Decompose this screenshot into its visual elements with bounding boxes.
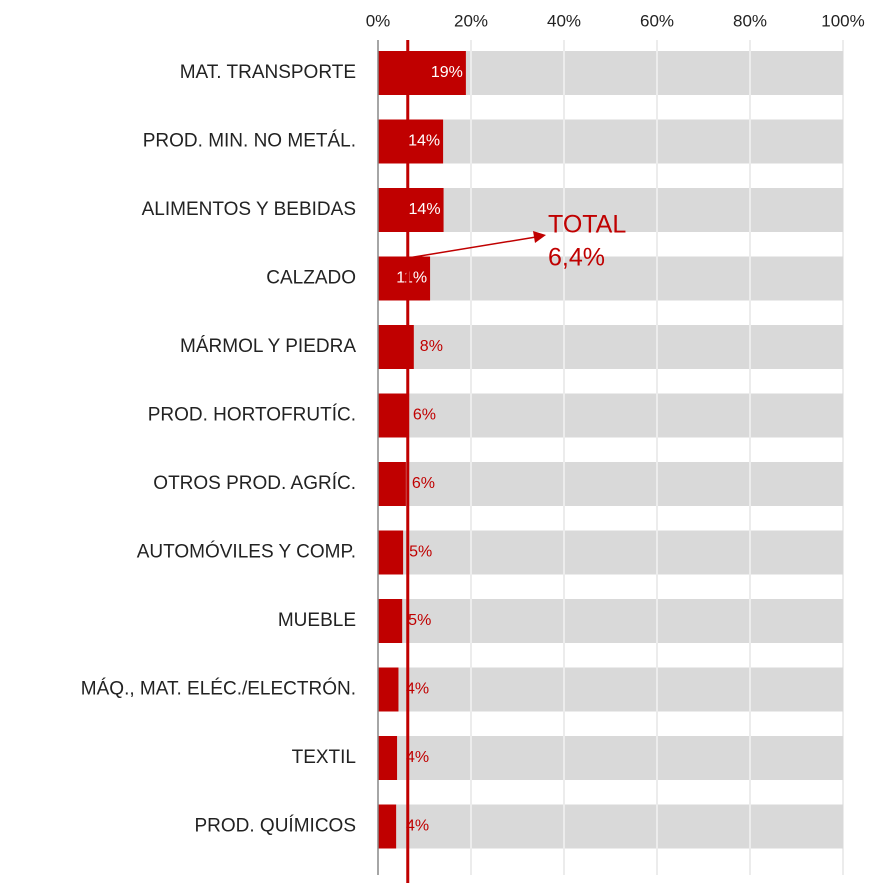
bar [378,188,444,232]
background-bar [378,599,843,643]
data-label: 5% [408,612,431,629]
bar [378,667,399,712]
category-label: AUTOMÓVILES Y COMP. [137,541,356,563]
data-label: 19% [431,64,463,81]
bar [378,736,398,780]
category-label: PROD. QUÍMICOS [194,816,356,837]
category-label: MÁQ., MAT. ELÉC./ELECTRÓN. [81,678,356,700]
bar [378,599,403,643]
category-label: MÁRMOL Y PIEDRA [180,336,356,357]
category-label: ALIMENTOS Y BEBIDAS [142,199,356,220]
bar [378,256,431,301]
background-bar [378,393,843,438]
x-tick-label: 100% [821,11,864,30]
category-label: MAT. TRANSPORTE [180,62,356,83]
data-label: 8% [420,338,443,355]
data-label: 6% [413,407,436,424]
x-tick-label: 80% [733,11,767,30]
category-label: PROD. MIN. NO METÁL. [143,131,356,152]
data-label: 4% [406,681,429,698]
x-tick-label: 0% [366,11,391,30]
data-label: 11% [396,270,427,287]
category-label: MUEBLE [278,610,356,631]
background-bar [378,119,843,164]
background-bar [378,736,843,780]
bar [378,530,404,575]
annotation-arrow [407,236,537,259]
bar [378,51,466,95]
bar [378,462,406,506]
background-bar [378,325,843,369]
category-label: PROD. HORTOFRUTÍC. [148,405,356,426]
data-label: 4% [406,818,429,835]
x-tick-label: 20% [454,11,488,30]
background-bar [378,667,843,712]
background-bar [378,256,843,301]
x-tick-label: 40% [547,11,581,30]
category-label: TEXTIL [292,747,356,768]
arrow-head [533,231,546,243]
data-label: 5% [409,544,432,561]
data-label: 14% [408,133,440,150]
annotation: 6,4% [548,244,605,272]
category-label: OTROS PROD. AGRÍC. [153,473,356,494]
background-bar [378,188,843,232]
annotation: TOTAL [548,211,626,239]
bar [378,804,397,849]
x-tick-label: 60% [640,11,674,30]
data-label: 14% [409,201,441,218]
background-bar [378,804,843,849]
category-label: CALZADO [266,268,356,289]
background-bar [378,530,843,575]
bar [378,119,444,164]
background-bar [378,462,843,506]
data-label: 4% [406,749,429,766]
data-label: 6% [412,475,435,492]
bar [378,393,407,438]
